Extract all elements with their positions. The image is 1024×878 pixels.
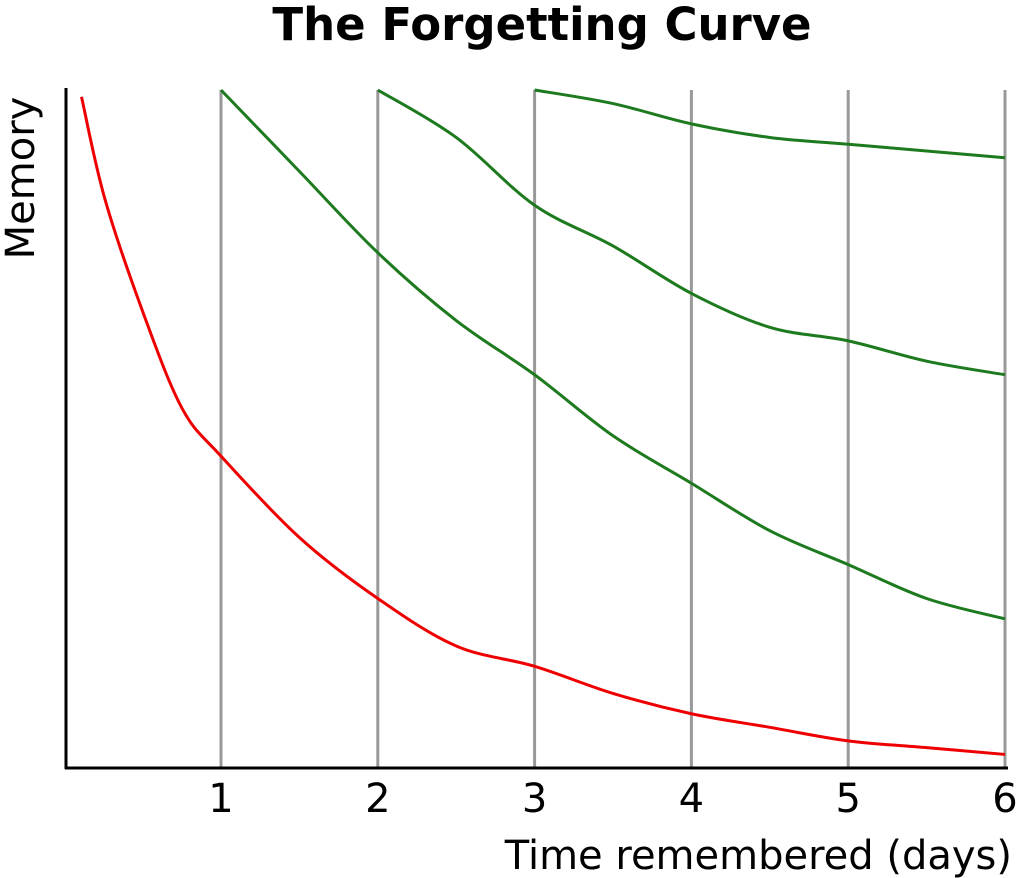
x-tick-label: 4 — [679, 776, 704, 822]
x-axis-label: Time remembered (days) — [504, 833, 1012, 878]
series-line-review-3 — [534, 88, 1006, 160]
x-tick-label: 6 — [992, 776, 1017, 822]
series-line-initial — [80, 96, 1006, 756]
gridlines — [219, 90, 1007, 768]
y-axis-label: Memory — [0, 97, 44, 260]
x-tick-label: 1 — [208, 776, 233, 822]
series-layer — [80, 88, 1006, 756]
x-tick-labels: 1 2 3 4 5 6 — [208, 776, 1017, 822]
series-line-review-1 — [219, 88, 1006, 621]
x-tick-label: 3 — [522, 776, 547, 822]
chart-title: The Forgetting Curve — [272, 0, 811, 51]
series-line-review-2 — [377, 88, 1006, 377]
x-tick-label: 5 — [835, 776, 860, 822]
x-tick-label: 2 — [365, 776, 390, 822]
